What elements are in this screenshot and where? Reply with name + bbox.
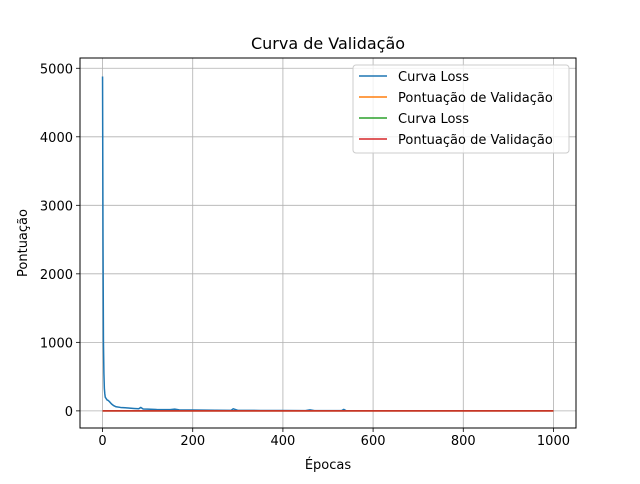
y-tick-label: 3000 [40, 199, 73, 214]
y-tick-label: 5000 [40, 62, 73, 77]
x-axis-label: Épocas [305, 457, 352, 473]
x-tick-label: 800 [451, 434, 476, 449]
legend-label-1: Curva Loss [398, 70, 469, 85]
x-tick-label: 600 [361, 434, 386, 449]
chart-title: Curva de Validação [251, 34, 405, 53]
y-tick-label: 1000 [40, 336, 73, 351]
legend-label-4: Pontuação de Validação [398, 133, 553, 148]
legend-box [352, 64, 570, 154]
legend: Curva Loss Pontuação de Validação Curva Lo… [352, 64, 570, 154]
y-tick-label: 0 [65, 405, 73, 420]
plot-area-frame [79, 57, 577, 429]
series-layer [101, 76, 554, 412]
legend-label-2: Pontuação de Validação [398, 91, 553, 106]
x-tick-label: 0 [98, 434, 106, 449]
y-tick-label: 4000 [40, 131, 73, 146]
tick-layer: 0 200 400 600 800 1000 0 1000 2000 3000 4000 5000 [40, 62, 570, 449]
y-axis-label: Pontuação [16, 209, 31, 277]
x-tick-label: 1000 [537, 434, 570, 449]
y-tick-label: 2000 [40, 268, 73, 283]
x-tick-label: 400 [270, 434, 295, 449]
legend-label-3: Curva Loss [398, 112, 469, 127]
x-tick-label: 200 [180, 434, 205, 449]
